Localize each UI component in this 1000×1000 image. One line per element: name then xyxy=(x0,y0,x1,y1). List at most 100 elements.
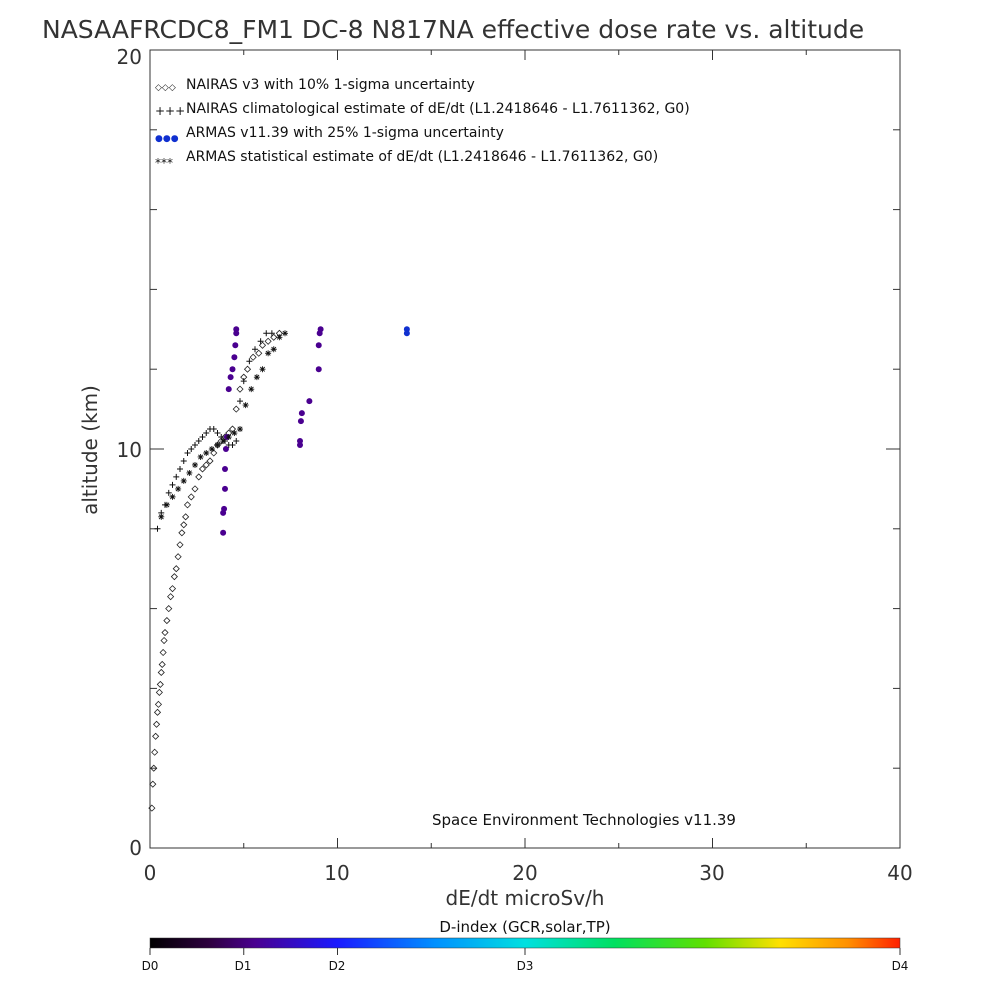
armas-point xyxy=(306,398,313,405)
nairas-clim-point xyxy=(237,398,243,405)
nairas-point xyxy=(152,720,161,728)
nairas-clim-point xyxy=(154,525,161,532)
nairas-point xyxy=(165,605,173,613)
colorbar-label-d0: D0 xyxy=(142,959,159,973)
nairas-point xyxy=(148,804,156,812)
nairas-point xyxy=(236,385,244,393)
armas-stat-point xyxy=(197,453,204,460)
armas-point xyxy=(227,374,234,381)
nairas-point xyxy=(157,668,165,677)
y-tick-label-10: 10 xyxy=(117,438,142,462)
nairas-clim-point xyxy=(165,489,172,496)
armas-stat-point xyxy=(220,438,227,445)
nairas-point xyxy=(163,617,171,625)
colorbar-title: D-index (GCR,solar,TP) xyxy=(439,918,610,936)
legend-label-nairas-clim: NAIRAS climatological estimate of dE/dt … xyxy=(186,101,690,117)
legend-symbol-armas: ●●● xyxy=(155,134,179,144)
armas-stat-point xyxy=(214,442,221,449)
nairas-point xyxy=(255,349,263,357)
nairas-point xyxy=(176,541,184,549)
armas-stat-point xyxy=(203,449,210,456)
x-tick-label-0: 0 xyxy=(144,861,157,885)
nairas-clim-point xyxy=(268,330,275,337)
nairas-point xyxy=(243,365,252,373)
nairas-point xyxy=(152,732,160,740)
nairas-point xyxy=(156,680,164,688)
armas-stat-point xyxy=(231,430,238,437)
nairas-point xyxy=(195,473,203,481)
nairas-point xyxy=(174,553,182,561)
nairas-point xyxy=(191,485,199,493)
nairas-point xyxy=(172,565,180,573)
armas-stat-point xyxy=(169,493,176,500)
colorbar-label-d1: D1 xyxy=(235,959,252,973)
armas-stat-point xyxy=(180,477,187,484)
nairas-clim-point xyxy=(188,446,195,452)
armas-point xyxy=(315,366,322,373)
nairas-clim-point xyxy=(263,330,270,337)
colorbar xyxy=(149,937,901,949)
nairas-clim-point xyxy=(177,465,183,472)
nairas-clim-point xyxy=(257,338,264,345)
nairas-point xyxy=(180,521,188,529)
nairas-clim-point xyxy=(199,434,206,441)
nairas-point xyxy=(232,405,240,413)
colorbar-label-d4: D4 xyxy=(892,959,909,973)
y-tick-label-20: 20 xyxy=(117,45,142,69)
plot-frame xyxy=(149,49,901,849)
armas-stat-point xyxy=(163,501,170,508)
nairas-point xyxy=(154,700,163,708)
x-tick-label-10: 10 xyxy=(324,861,349,885)
armas-stat-point xyxy=(186,469,193,476)
armas-stat-point xyxy=(158,513,165,520)
legend-symbol-nairas: ◇◇◇ xyxy=(155,83,176,93)
armas-stat-point xyxy=(270,346,277,353)
armas-point xyxy=(231,354,238,361)
nairas-clim-point xyxy=(203,430,210,437)
nairas-clim-point xyxy=(180,457,187,464)
armas-stat-point xyxy=(282,330,288,337)
nairas-point xyxy=(161,628,169,637)
armas-stat-point xyxy=(265,350,272,357)
nairas-clim-point xyxy=(210,426,217,433)
nairas-point xyxy=(168,585,177,593)
armas-stat-point xyxy=(175,485,182,492)
armas-stat-point xyxy=(242,402,249,409)
nairas-point xyxy=(159,648,167,657)
armas-point xyxy=(225,386,232,393)
legend-symbol-nairas-clim: +++ xyxy=(155,104,185,118)
armas-point xyxy=(315,342,322,349)
nairas-point xyxy=(178,529,186,537)
x-tick-label-20: 20 xyxy=(512,861,537,885)
armas-point xyxy=(297,438,303,445)
nairas-point xyxy=(160,636,168,645)
nairas-clim-point xyxy=(214,430,221,437)
armas-stat-point xyxy=(253,374,260,381)
nairas-point xyxy=(151,748,159,756)
nairas-clim-point xyxy=(169,481,176,488)
data-points xyxy=(148,326,410,812)
colorbar-ticks xyxy=(149,948,901,955)
nairas-clim-point xyxy=(246,358,253,365)
axis-ticks xyxy=(149,49,901,849)
y-axis-label: altitude (km) xyxy=(78,385,102,515)
armas-stat-point xyxy=(208,446,215,452)
armas-stat-point xyxy=(237,426,243,433)
armas-point xyxy=(298,410,305,417)
nairas-point xyxy=(182,513,190,521)
y-tick-label-0: 0 xyxy=(129,836,142,860)
nairas-point xyxy=(150,764,158,772)
armas-point xyxy=(220,529,227,536)
legend: ◇◇◇ NAIRAS v3 with 10% 1-sigma uncertain… xyxy=(155,77,690,170)
armas-point xyxy=(222,446,229,452)
nairas-point xyxy=(264,337,272,345)
nairas-point xyxy=(149,780,157,788)
armas-point xyxy=(222,465,228,472)
chart-title: NASAAFRCDC8_FM1 DC-8 N817NA effective do… xyxy=(42,15,864,44)
armas-point xyxy=(403,326,410,333)
armas-stat-point xyxy=(259,366,266,373)
armas-point xyxy=(317,326,324,333)
nairas-point xyxy=(167,593,175,601)
legend-label-armas: ARMAS v11.39 with 25% 1-sigma uncertaint… xyxy=(186,125,504,141)
nairas-point xyxy=(202,461,210,469)
